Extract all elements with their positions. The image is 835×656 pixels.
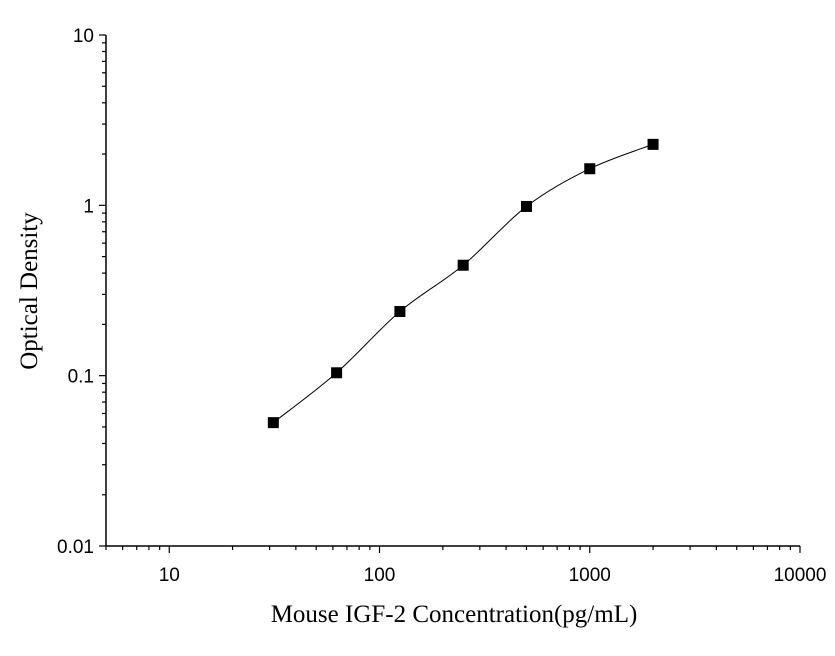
- data-point: [647, 138, 659, 150]
- y-tick-label: 0.1: [68, 367, 94, 388]
- data-points: [267, 138, 659, 429]
- data-point: [331, 367, 343, 379]
- x-axis-title: Mouse IGF-2 Concentration(pg/mL): [271, 601, 638, 628]
- data-point: [394, 306, 406, 318]
- y-axis-title: Optical Density: [16, 212, 43, 370]
- fit-curve-layer: [273, 143, 654, 424]
- data-point: [457, 259, 469, 271]
- tick-marks: [99, 34, 801, 553]
- y-tick-label: 1: [83, 196, 94, 217]
- axes: [105, 35, 800, 547]
- x-tick-label: 100: [364, 565, 396, 586]
- data-point: [520, 200, 532, 212]
- x-tick-label: 10000: [774, 565, 827, 586]
- tick-labels: 10 100 1000 10000 0.01 0.1 1 10: [57, 26, 826, 586]
- fit-curve: [273, 143, 654, 424]
- x-tick-label: 10: [159, 565, 180, 586]
- data-point: [267, 417, 279, 429]
- y-tick-label: 10: [73, 26, 94, 47]
- y-tick-label: 0.01: [57, 537, 94, 558]
- data-point: [584, 163, 596, 175]
- x-tick-label: 1000: [569, 565, 611, 586]
